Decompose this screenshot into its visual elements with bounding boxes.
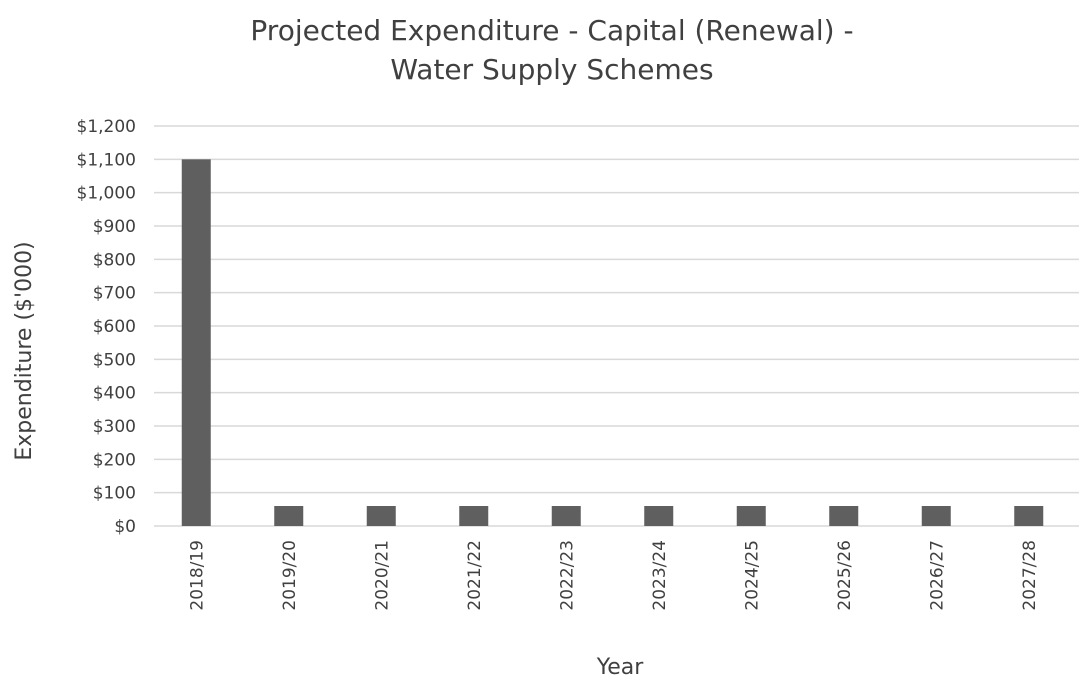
x-tick-label: 2022/23 [557, 540, 577, 611]
x-tick-label: 2025/26 [835, 540, 855, 611]
y-tick-label: $700 [93, 284, 136, 304]
x-tick-label: 2020/21 [372, 540, 392, 611]
y-tick-label: $800 [93, 250, 136, 270]
bar-2022-23 [551, 506, 581, 526]
bar-2018-19 [181, 159, 211, 527]
y-tick-label: $600 [93, 317, 136, 337]
y-tick-label: $400 [93, 384, 136, 404]
x-tick-label: 2023/24 [650, 540, 670, 611]
bar-2026-27 [921, 506, 951, 526]
y-tick-label: $1,200 [77, 117, 136, 137]
bars [181, 159, 1044, 527]
y-tick-label: $500 [93, 350, 136, 370]
y-tick-label: $100 [93, 484, 136, 504]
bar-2019-20 [274, 506, 304, 526]
gridlines [154, 125, 1079, 527]
bar-2025-26 [829, 506, 859, 526]
bar-2024-25 [736, 506, 766, 526]
y-tick-label: $300 [93, 417, 136, 437]
y-tick-label: $900 [93, 217, 136, 237]
y-tick-label: $200 [93, 450, 136, 470]
bar-2023-24 [644, 506, 674, 526]
y-tick-label: $0 [114, 517, 136, 537]
bar-2027-28 [1014, 506, 1044, 526]
y-axis-tick-labels: $0 $100 $200 $300 $400 $500 $600 $700 $800 $900 $1… [77, 117, 136, 537]
chart-title-line-1: Projected Expenditure - Capital (Renewal… [250, 14, 853, 47]
y-tick-label: $1,000 [77, 184, 136, 204]
x-axis-title: Year [596, 655, 645, 678]
x-tick-label: 2018/19 [187, 540, 207, 611]
chart-title-line-2: Water Supply Schemes [390, 53, 713, 86]
x-tick-label: 2027/28 [1020, 540, 1040, 611]
x-tick-label: 2021/22 [465, 540, 485, 611]
x-tick-label: 2024/25 [742, 540, 762, 611]
x-tick-label: 2019/20 [280, 540, 300, 611]
bar-2021-22 [459, 506, 489, 526]
bar-2020-21 [366, 506, 396, 526]
y-axis-title: Expenditure ($'000) [12, 241, 37, 460]
x-tick-label: 2026/27 [927, 540, 947, 611]
y-tick-label: $1,100 [77, 150, 136, 170]
x-axis-tick-labels: 2018/19 2019/20 2020/21 2021/22 2022/23 2023/… [187, 540, 1040, 611]
